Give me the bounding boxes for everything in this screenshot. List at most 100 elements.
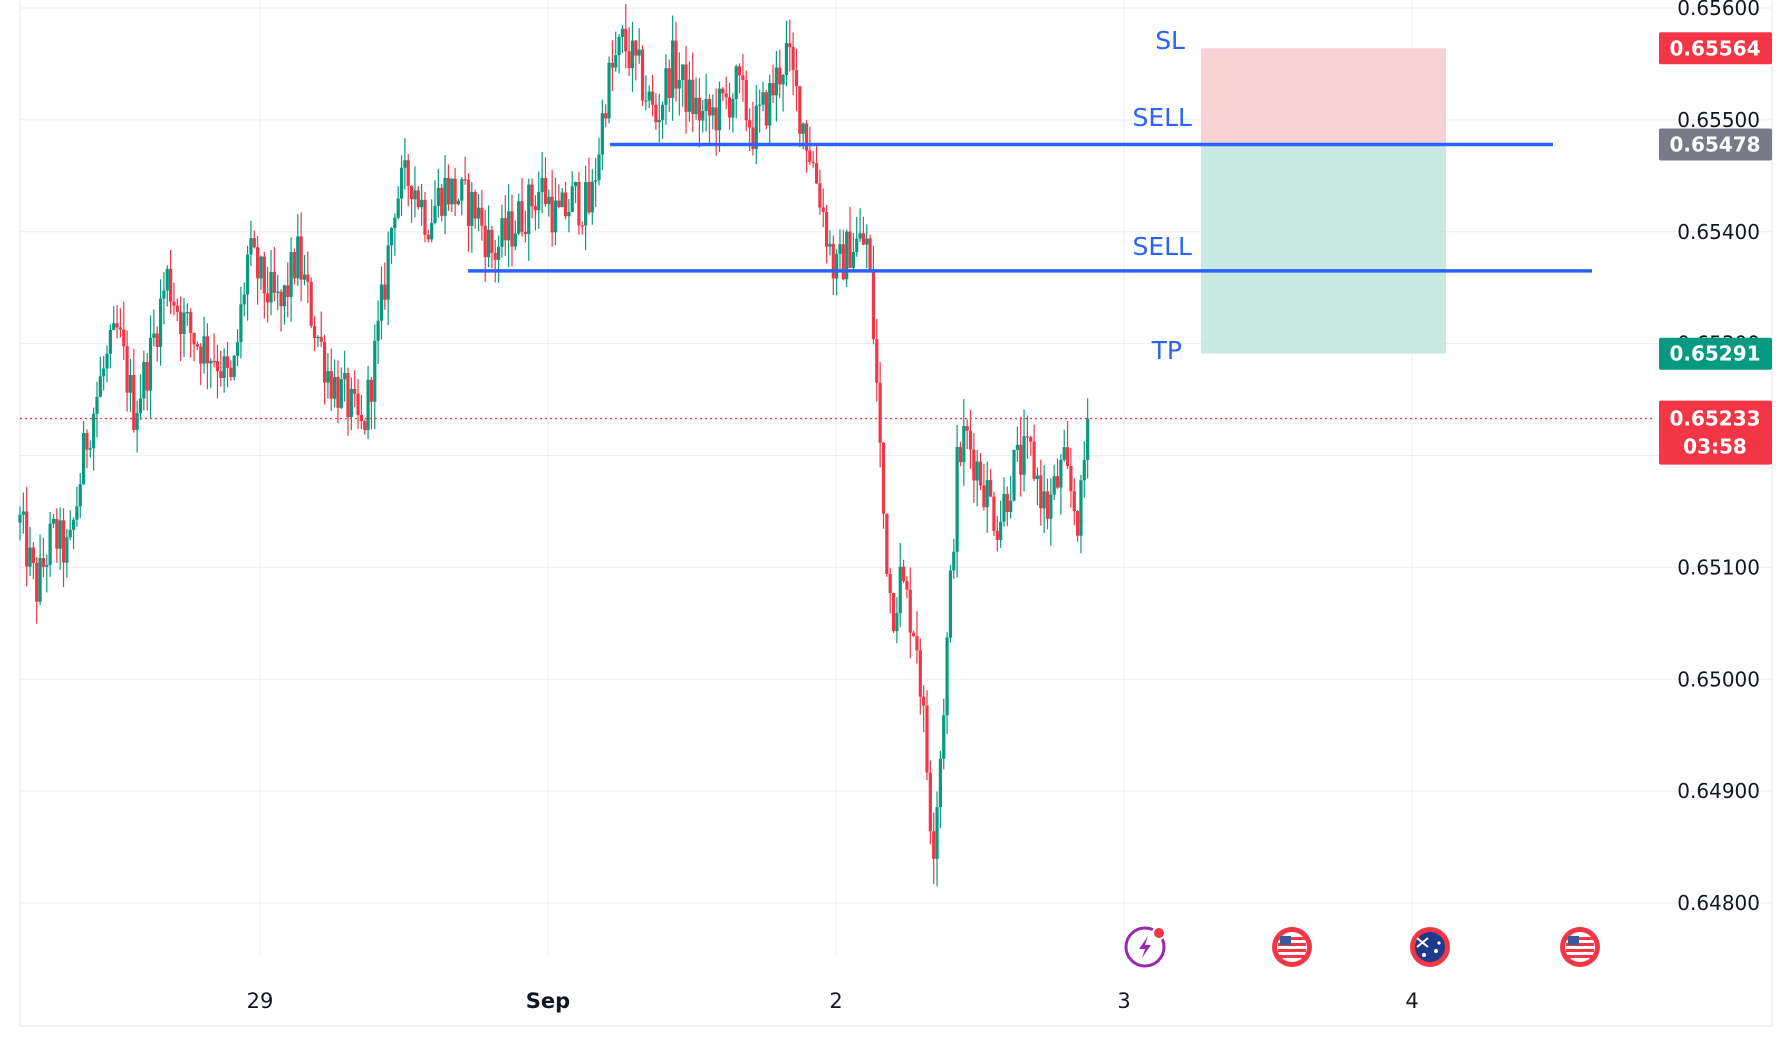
candle-body xyxy=(674,40,678,89)
flag-canton xyxy=(1568,936,1579,945)
us-flag-icon[interactable] xyxy=(1560,927,1600,967)
candle-body xyxy=(804,123,809,151)
candle-body xyxy=(945,637,949,716)
candle-body xyxy=(510,211,514,247)
drawn-lines[interactable] xyxy=(20,142,1655,420)
au-flag-icon[interactable] xyxy=(1410,927,1450,967)
candle-body xyxy=(289,252,293,297)
notification-dot xyxy=(1152,926,1166,940)
lightning-icon[interactable] xyxy=(1124,926,1166,968)
candle-body xyxy=(232,355,236,377)
candle-body xyxy=(158,298,163,347)
candle-body xyxy=(122,329,126,347)
candle-body xyxy=(81,433,86,485)
candle-body xyxy=(527,184,531,235)
candle-body xyxy=(379,284,384,321)
candle-body xyxy=(640,49,645,101)
candle-body xyxy=(339,379,343,408)
candle-body xyxy=(811,161,815,164)
flag-canton xyxy=(1280,936,1291,945)
candle-body xyxy=(189,312,193,333)
flag-stripe xyxy=(1278,943,1306,946)
candle-body xyxy=(831,243,835,279)
candle-body xyxy=(952,551,956,571)
candle-body xyxy=(587,182,591,213)
candle-body xyxy=(266,293,270,303)
flag-stripe xyxy=(1566,937,1594,940)
candle-body xyxy=(985,480,989,508)
price-tag[interactable] xyxy=(1659,128,1772,161)
candle-body xyxy=(898,566,902,614)
candle-body xyxy=(383,284,387,300)
candle-body xyxy=(671,40,675,98)
candle-body xyxy=(891,593,896,632)
candle-body xyxy=(1086,418,1090,461)
candle-body xyxy=(456,200,461,205)
flag-stripe xyxy=(1278,937,1306,940)
candle-body xyxy=(115,323,119,328)
candle-body xyxy=(1069,466,1073,492)
event-icons[interactable] xyxy=(1124,926,1600,968)
candle-body xyxy=(660,104,665,120)
candle-body xyxy=(312,325,317,338)
candle-body xyxy=(925,705,929,773)
candle-body xyxy=(972,449,976,481)
candle-body xyxy=(908,589,912,633)
candle-body xyxy=(349,388,353,418)
candle-body xyxy=(814,163,819,184)
price-axis[interactable]: 0.656000.655000.654000.653000.652000.651… xyxy=(1659,0,1772,915)
candle-body xyxy=(748,120,752,128)
candle-body xyxy=(25,511,29,567)
candle-body xyxy=(912,632,916,637)
current-price-tag[interactable] xyxy=(1659,400,1772,465)
take-profit-zone[interactable] xyxy=(1201,144,1446,354)
candle-body xyxy=(948,570,953,638)
position-zones[interactable] xyxy=(1201,48,1446,354)
countdown-label: 03:58 xyxy=(1683,435,1747,459)
candle-body xyxy=(865,238,869,245)
candle-body xyxy=(808,150,812,162)
candle-body xyxy=(309,281,313,326)
candle-body xyxy=(751,127,755,149)
candle-body xyxy=(915,636,919,651)
candle-body xyxy=(326,371,330,383)
candle-body xyxy=(386,245,390,300)
candle-body xyxy=(102,368,106,377)
candle-body xyxy=(553,200,558,233)
time-axis[interactable]: 29 Sep 2 3 4 xyxy=(247,989,1419,1013)
stop-loss-zone[interactable] xyxy=(1201,48,1446,145)
price-tag-label: 0.65478 xyxy=(1669,132,1760,156)
candle-body xyxy=(436,187,440,206)
candle-body xyxy=(935,807,939,859)
candle-body xyxy=(443,177,447,216)
candle-body xyxy=(871,269,876,340)
candle-body xyxy=(744,80,748,121)
candle-body xyxy=(403,160,407,168)
candle-body xyxy=(791,47,795,71)
candle-body xyxy=(577,181,581,226)
candle-body xyxy=(336,376,340,408)
candle-body xyxy=(212,360,216,363)
candle-body xyxy=(58,520,62,549)
candle-body xyxy=(604,113,608,119)
candle-body xyxy=(500,218,504,247)
lightning-bolt xyxy=(1139,936,1151,958)
candle-body xyxy=(650,91,655,105)
candle-body xyxy=(1052,476,1056,495)
candle-body xyxy=(172,301,176,306)
candle-body xyxy=(239,304,243,343)
candle-body xyxy=(179,311,183,334)
price-tag[interactable] xyxy=(1659,32,1772,65)
price-tag[interactable] xyxy=(1659,337,1772,370)
candle-body xyxy=(594,180,598,182)
candle-body xyxy=(818,183,822,208)
candle-body xyxy=(65,537,69,563)
candle-body xyxy=(1032,441,1036,479)
candle-body xyxy=(958,447,963,463)
us-flag-icon[interactable] xyxy=(1272,927,1312,967)
candle-body xyxy=(399,167,404,199)
candle-body xyxy=(219,371,223,378)
candle-body xyxy=(440,187,444,216)
